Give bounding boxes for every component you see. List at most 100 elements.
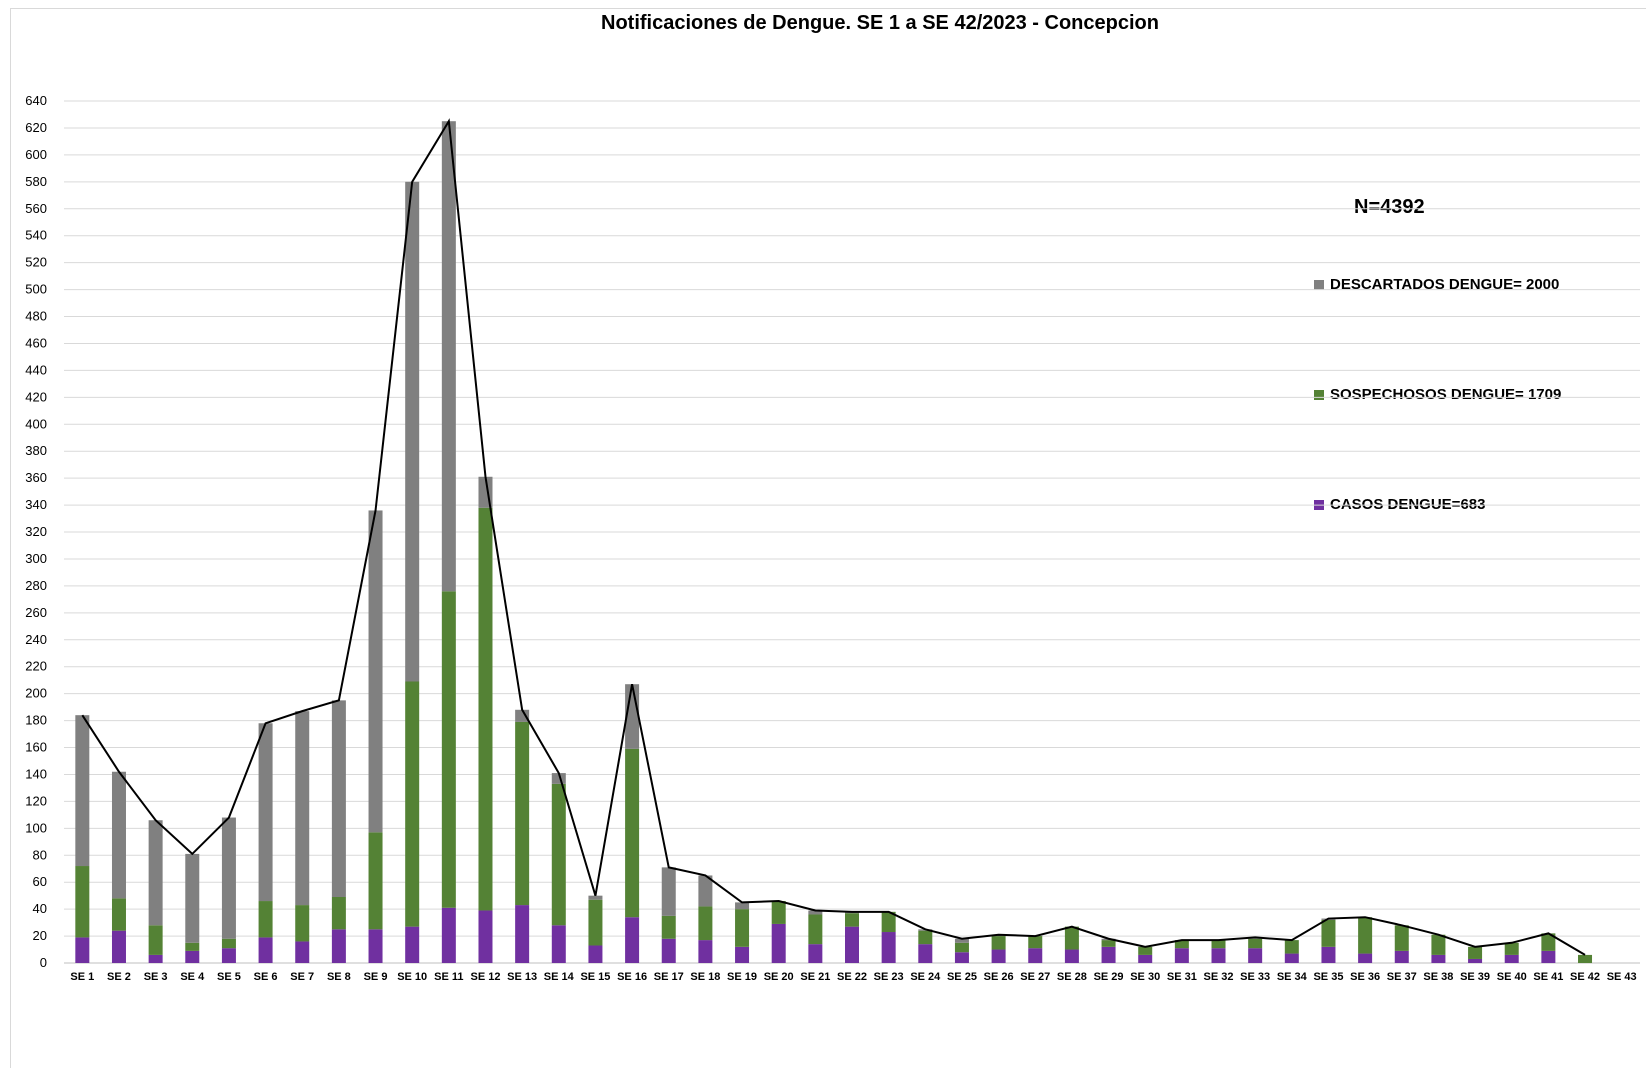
bar-casos bbox=[221, 948, 236, 963]
bar-sospechosos bbox=[221, 938, 236, 949]
y-tick-label: 320 bbox=[25, 524, 47, 539]
bar-sospechosos bbox=[441, 591, 456, 908]
y-tick-label: 140 bbox=[25, 766, 47, 781]
bar-sospechosos bbox=[661, 915, 676, 939]
x-tick-label: SE 40 bbox=[1497, 971, 1527, 983]
legend-swatch-casos bbox=[1314, 499, 1324, 510]
x-tick-label: SE 17 bbox=[654, 971, 684, 983]
bar-casos bbox=[515, 905, 530, 963]
bar-sospechosos bbox=[1211, 940, 1226, 949]
bar-descartados bbox=[954, 938, 969, 943]
y-tick-label: 340 bbox=[25, 497, 47, 512]
bar-sospechosos bbox=[295, 905, 310, 942]
x-tick-label: SE 25 bbox=[947, 971, 977, 983]
total-line bbox=[81, 118, 1586, 956]
x-tick-label: SE 36 bbox=[1350, 971, 1380, 983]
x-tick-label: SE 8 bbox=[327, 971, 351, 983]
bar-sospechosos bbox=[735, 909, 750, 947]
bar-sospechosos bbox=[881, 911, 896, 933]
bar-casos bbox=[808, 944, 823, 963]
bar-descartados bbox=[735, 902, 750, 910]
x-tick-label: SE 6 bbox=[254, 971, 278, 983]
bar-descartados bbox=[588, 895, 603, 900]
bar-descartados bbox=[331, 700, 346, 898]
bar-sospechosos bbox=[918, 930, 933, 945]
bar-sospechosos bbox=[1321, 919, 1336, 947]
bar-sospechosos bbox=[1431, 934, 1446, 955]
bar-descartados bbox=[405, 181, 420, 682]
bar-sospechosos bbox=[1541, 933, 1556, 951]
bar-casos bbox=[771, 923, 786, 963]
bar-descartados bbox=[111, 771, 126, 899]
x-tick-label: SE 23 bbox=[874, 971, 904, 983]
bar-sospechosos bbox=[1101, 940, 1116, 947]
x-tick-label: SE 5 bbox=[217, 971, 241, 983]
y-tick-label: 640 bbox=[25, 93, 47, 108]
x-tick-label: SE 4 bbox=[180, 971, 205, 983]
y-tick-label: 120 bbox=[25, 793, 47, 808]
bar-descartados bbox=[441, 121, 456, 592]
x-tick-label: SE 43 bbox=[1607, 971, 1637, 983]
x-tick-label: SE 19 bbox=[727, 971, 757, 983]
bar-casos bbox=[1248, 948, 1263, 963]
bar-descartados bbox=[295, 711, 310, 906]
bar-sospechosos bbox=[331, 897, 346, 930]
bar-casos bbox=[698, 940, 713, 963]
x-tick-label: SE 16 bbox=[617, 971, 647, 983]
x-tick-label: SE 33 bbox=[1240, 971, 1270, 983]
y-tick-label: 480 bbox=[25, 309, 47, 324]
x-tick-label: SE 37 bbox=[1387, 971, 1417, 983]
bar-sospechosos bbox=[625, 748, 640, 918]
y-tick-label: 620 bbox=[25, 120, 47, 135]
y-tick-label: 40 bbox=[33, 901, 47, 916]
y-tick-label: 440 bbox=[25, 362, 47, 377]
bar-casos bbox=[735, 946, 750, 963]
legend-item-sospechosos: SOSPECHOSOS DENGUE= 1709 bbox=[1314, 386, 1561, 403]
bar-sospechosos bbox=[698, 906, 713, 941]
bar-sospechosos bbox=[771, 901, 786, 924]
bar-casos bbox=[1028, 948, 1043, 963]
legend-item-casos: CASOS DENGUE=683 bbox=[1314, 496, 1485, 513]
chart-frame bbox=[10, 8, 1646, 1068]
x-tick-label: SE 38 bbox=[1423, 971, 1453, 983]
y-tick-label: 460 bbox=[25, 335, 47, 350]
y-tick-label: 160 bbox=[25, 740, 47, 755]
bar-casos bbox=[111, 930, 126, 963]
x-tick-label: SE 39 bbox=[1460, 971, 1490, 983]
bar-sospechosos bbox=[845, 913, 859, 927]
x-tick-label: SE 3 bbox=[144, 971, 168, 983]
bar-sospechosos bbox=[954, 942, 969, 953]
bar-sospechosos bbox=[1578, 954, 1593, 963]
x-tick-label: SE 12 bbox=[471, 971, 501, 983]
bar-casos bbox=[1394, 950, 1409, 963]
bar-casos bbox=[881, 932, 896, 963]
bar-sospechosos bbox=[1394, 925, 1409, 951]
y-tick-label: 80 bbox=[33, 847, 47, 862]
bar-descartados bbox=[368, 510, 383, 833]
bar-casos bbox=[331, 929, 346, 963]
bar-casos bbox=[845, 926, 859, 963]
y-tick-label: 400 bbox=[25, 416, 47, 431]
y-tick-label: 560 bbox=[25, 201, 47, 216]
legend-label-casos: CASOS DENGUE=683 bbox=[1330, 496, 1486, 513]
bar-sospechosos bbox=[1504, 942, 1519, 955]
bar-casos bbox=[1284, 953, 1299, 963]
y-tick-label: 100 bbox=[25, 820, 47, 835]
bar-descartados bbox=[808, 910, 823, 915]
bar-sospechosos bbox=[1358, 917, 1373, 954]
x-tick-label: SE 2 bbox=[107, 971, 131, 983]
bar-sospechosos bbox=[515, 721, 530, 906]
x-tick-label: SE 9 bbox=[364, 971, 388, 983]
bar-descartados bbox=[75, 715, 90, 867]
y-tick-label: 600 bbox=[25, 147, 47, 162]
bar-casos bbox=[1431, 954, 1446, 963]
bar-descartados bbox=[698, 875, 713, 907]
bar-casos bbox=[661, 938, 676, 963]
legend-item-descartados: DESCARTADOS DENGUE= 2000 bbox=[1314, 276, 1559, 293]
bar-casos bbox=[1358, 953, 1373, 963]
bar-sospechosos bbox=[588, 899, 603, 946]
bar-casos bbox=[148, 954, 163, 963]
x-tick-label: SE 7 bbox=[290, 971, 314, 983]
x-tick-label: SE 10 bbox=[397, 971, 427, 983]
bar-sospechosos bbox=[111, 898, 126, 931]
